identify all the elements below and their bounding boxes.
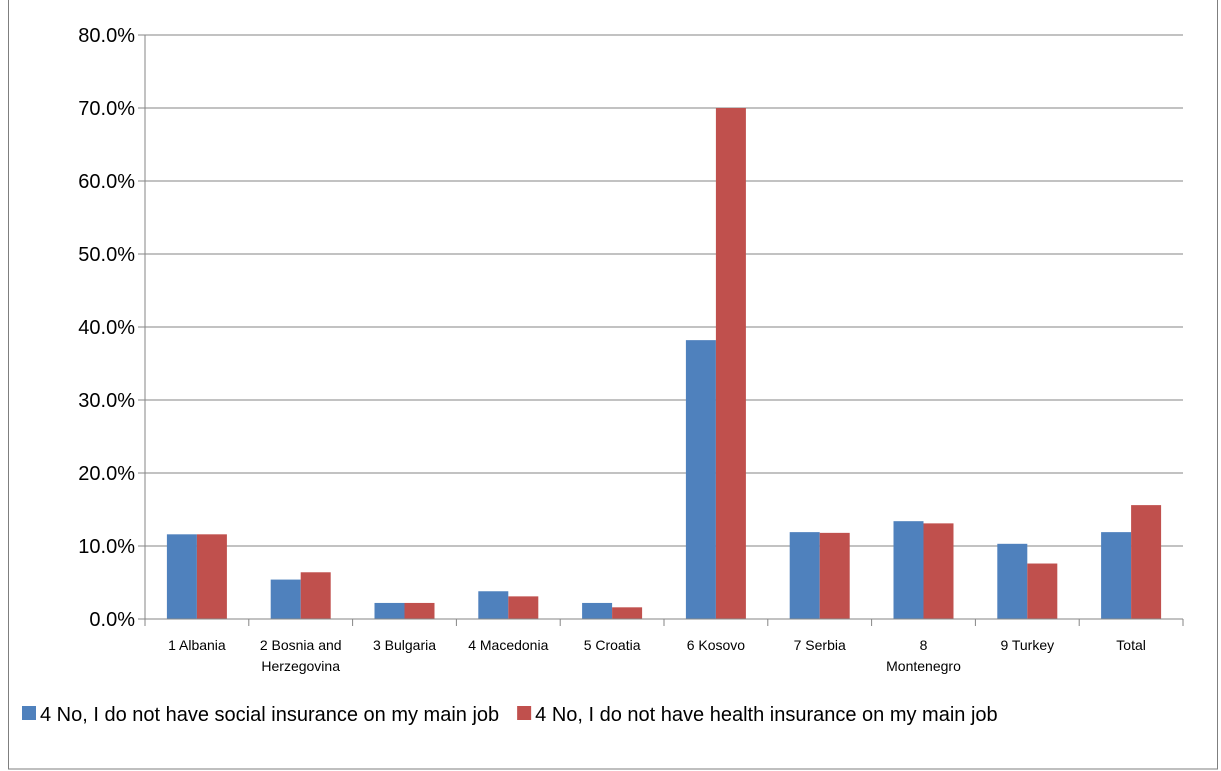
bar <box>270 579 301 619</box>
x-tick-label-line: 4 Macedonia <box>468 637 548 653</box>
x-tick-label-line: 8 <box>920 637 928 653</box>
x-tick-label: 6 Kosovo <box>687 637 746 653</box>
bar <box>508 596 539 619</box>
x-tick-label: Total <box>1116 637 1146 653</box>
y-tick-label: 30.0% <box>78 390 135 412</box>
bar <box>300 572 331 619</box>
legend-swatch <box>517 706 532 720</box>
bar <box>582 602 613 619</box>
bar <box>196 534 227 619</box>
x-tick-label: 9 Turkey <box>1000 637 1054 653</box>
x-axis <box>144 618 1184 626</box>
legend-label: 4 No, I do not have health insurance on … <box>535 704 998 726</box>
gridlines <box>138 34 1183 620</box>
y-tick-label: 60.0% <box>78 171 135 193</box>
y-axis-tick-labels: 0.0% 10.0% 20.0% 30.0% 40.0% 50.0% 60.0% 70.0% 8… <box>78 25 135 631</box>
x-tick-label-line: 3 Bulgaria <box>373 637 436 653</box>
bar <box>923 523 954 619</box>
bar <box>997 543 1028 619</box>
bar <box>685 340 716 619</box>
legend-swatch <box>22 706 36 720</box>
y-tick-label: 70.0% <box>78 98 135 120</box>
y-tick-label: 10.0% <box>78 536 135 558</box>
bar <box>893 521 924 619</box>
legend-label: 4 No, I do not have social insurance on … <box>40 704 499 726</box>
y-tick-label: 50.0% <box>78 244 135 266</box>
x-tick-label: 1 Albania <box>168 637 226 653</box>
x-tick-label-line: 6 Kosovo <box>687 637 746 653</box>
y-tick-label: 20.0% <box>78 463 135 485</box>
bar <box>1131 505 1162 619</box>
x-tick-label: 8 Montenegro <box>886 637 961 674</box>
bar <box>819 532 850 619</box>
x-tick-label-line: Montenegro <box>886 658 961 674</box>
y-tick-label: 40.0% <box>78 317 135 339</box>
bar <box>374 602 405 619</box>
x-tick-label-line: Total <box>1116 637 1146 653</box>
x-tick-label-line: 2 Bosnia and <box>260 637 342 653</box>
bar <box>1101 532 1132 619</box>
bar <box>404 602 435 619</box>
x-tick-label-line: 5 Croatia <box>584 637 641 653</box>
x-tick-label: 4 Macedonia <box>468 637 548 653</box>
x-tick-label-line: 7 Serbia <box>794 637 846 653</box>
x-tick-label: 3 Bulgaria <box>373 637 436 653</box>
x-tick-label: 2 Bosnia and Herzegovina <box>260 637 342 674</box>
bars <box>166 108 1162 619</box>
y-tick-label: 0.0% <box>89 609 135 631</box>
x-tick-label-line: 9 Turkey <box>1000 637 1054 653</box>
x-tick-label-line: Herzegovina <box>261 658 340 674</box>
bar <box>166 534 197 619</box>
x-tick-label: 7 Serbia <box>794 637 846 653</box>
bar <box>612 607 643 619</box>
bar <box>478 591 509 619</box>
x-tick-label-line: 1 Albania <box>168 637 226 653</box>
chart-border <box>8 0 1218 770</box>
legend: 4 No, I do not have social insurance on … <box>22 704 998 726</box>
bar <box>715 108 746 619</box>
x-axis-tick-labels: 1 Albania 2 Bosnia and Herzegovina 3 Bulgar… <box>168 637 1146 674</box>
y-tick-label: 80.0% <box>78 25 135 47</box>
bar <box>789 532 820 619</box>
x-tick-label: 5 Croatia <box>584 637 641 653</box>
bar <box>1027 563 1058 619</box>
